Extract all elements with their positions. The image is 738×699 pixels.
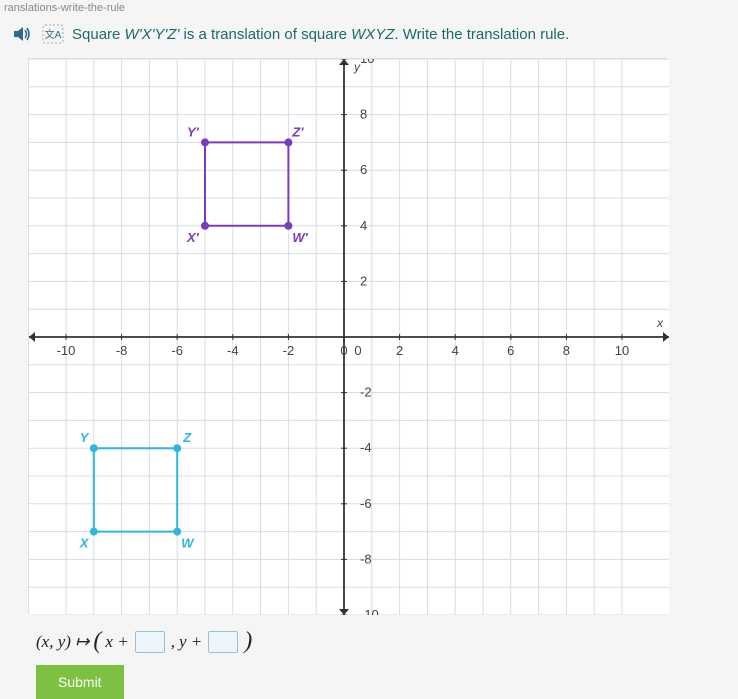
svg-text:-4: -4	[227, 343, 239, 358]
svg-text:2: 2	[396, 343, 403, 358]
svg-text:0: 0	[354, 343, 361, 358]
svg-text:10: 10	[360, 59, 374, 66]
svg-text:Y': Y'	[187, 124, 200, 139]
paren-close: )	[244, 628, 252, 655]
question-row: 文A Square W'X'Y'Z' is a translation of s…	[0, 16, 738, 58]
svg-text:-8: -8	[116, 343, 128, 358]
answer-y-part: y +	[179, 632, 202, 652]
svg-text:-6: -6	[360, 496, 372, 511]
answer-prefix: (x, y) ↦	[36, 632, 89, 652]
svg-text:W': W'	[292, 230, 308, 245]
svg-text:Z: Z	[182, 430, 192, 445]
answer-x-part: x +	[105, 632, 128, 652]
svg-text:2: 2	[360, 273, 367, 288]
svg-text:-8: -8	[360, 551, 372, 566]
svg-text:8: 8	[360, 107, 367, 122]
svg-text:4: 4	[452, 343, 459, 358]
breadcrumb: ranslations-write-the-rule	[0, 0, 738, 16]
svg-text:-10: -10	[360, 607, 379, 615]
svg-text:-2: -2	[360, 385, 372, 400]
blank-input-x[interactable]	[135, 631, 165, 653]
svg-text:-4: -4	[360, 440, 372, 455]
svg-text:文A: 文A	[45, 28, 62, 41]
audio-icon[interactable]	[12, 24, 34, 44]
language-icon[interactable]: 文A	[42, 24, 64, 44]
coordinate-chart: yx-10-8-6-4-20246810108642-2-4-6-8-100YZ…	[28, 58, 668, 614]
svg-text:0: 0	[340, 343, 347, 358]
svg-text:6: 6	[507, 343, 514, 358]
svg-text:-2: -2	[283, 343, 295, 358]
svg-text:6: 6	[360, 162, 367, 177]
svg-text:Z': Z'	[291, 124, 304, 139]
question-text: Square W'X'Y'Z' is a translation of squa…	[72, 26, 569, 43]
svg-text:-6: -6	[171, 343, 183, 358]
svg-text:8: 8	[563, 343, 570, 358]
svg-text:4: 4	[360, 218, 367, 233]
svg-text:10: 10	[615, 343, 629, 358]
svg-text:x: x	[656, 316, 664, 330]
answer-sep: ,	[171, 632, 175, 652]
svg-text:-10: -10	[57, 343, 76, 358]
svg-text:X': X'	[186, 230, 200, 245]
svg-text:W: W	[181, 536, 195, 551]
answer-template: (x, y) ↦ ( x + , y + )	[36, 628, 738, 655]
paren-open: (	[93, 628, 101, 655]
svg-text:X: X	[79, 536, 90, 551]
blank-input-y[interactable]	[208, 631, 238, 653]
svg-text:Y: Y	[80, 430, 90, 445]
